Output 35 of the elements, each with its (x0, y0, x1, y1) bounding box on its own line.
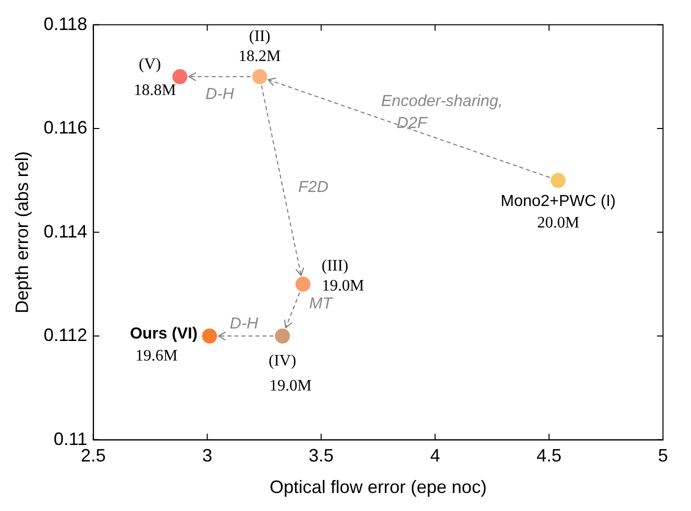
x-tick-label: 3 (202, 446, 212, 466)
annotation: Ours (VI) (130, 325, 198, 342)
point (274, 328, 290, 344)
annotation: D-H (206, 86, 234, 104)
annotation: D2F (396, 115, 428, 132)
annotation: MT (309, 296, 334, 313)
x-axis-title: Optical flow error (epe noc) (270, 477, 487, 498)
x-tick-label: 4 (430, 446, 440, 466)
annotation: 19.0M (322, 277, 364, 294)
annotation: 18.2M (238, 48, 281, 65)
y-axis-title: Depth error (abs rel) (12, 151, 32, 314)
x-tick-label: 5 (658, 446, 668, 466)
annotation: (IV) (268, 352, 296, 370)
annotation: 20.0M (537, 214, 580, 232)
annotation: (V) (138, 56, 162, 73)
annotation: Encoder-sharing, (381, 93, 503, 110)
x-tick-label: 4.5 (536, 446, 562, 466)
y-tick-label: 0.118 (44, 14, 88, 34)
annotation: 18.8M (134, 82, 176, 99)
x-tick-label: 3.5 (308, 446, 334, 466)
point (550, 172, 566, 188)
annotation: F2D (298, 178, 329, 196)
y-tick-label: 0.114 (44, 221, 88, 242)
annotation: D-H (230, 316, 259, 333)
annotation: Mono2+PWC (I) (500, 192, 616, 210)
y-tick-label: 0.112 (44, 325, 88, 346)
point (202, 328, 218, 344)
annotation: 19.0M (269, 377, 312, 394)
point (252, 69, 268, 84)
point (295, 276, 310, 292)
annotation: (III) (322, 257, 348, 274)
annotation: 19.6M (135, 347, 178, 364)
annotation: (II) (249, 28, 270, 45)
point (172, 69, 188, 84)
y-tick-label: 0.116 (44, 118, 88, 138)
